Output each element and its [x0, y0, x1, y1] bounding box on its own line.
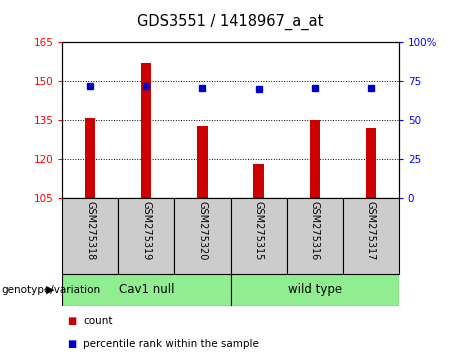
Bar — [62, 198, 118, 274]
Bar — [118, 198, 174, 274]
Text: GSM275320: GSM275320 — [197, 201, 207, 261]
Text: GSM275317: GSM275317 — [366, 201, 376, 261]
Text: GSM275318: GSM275318 — [85, 201, 95, 261]
Text: percentile rank within the sample: percentile rank within the sample — [83, 339, 259, 349]
Text: wild type: wild type — [288, 284, 342, 296]
Text: genotype/variation: genotype/variation — [1, 285, 100, 295]
Text: GSM275315: GSM275315 — [254, 201, 264, 261]
Bar — [85, 118, 95, 198]
Bar — [254, 165, 264, 198]
Text: ■: ■ — [67, 339, 76, 349]
Bar — [230, 198, 287, 274]
Bar — [310, 120, 319, 198]
Text: count: count — [83, 316, 112, 326]
Bar — [142, 63, 151, 198]
Text: ■: ■ — [67, 316, 76, 326]
Text: GSM275319: GSM275319 — [142, 201, 151, 261]
Text: ▶: ▶ — [47, 285, 55, 295]
Bar — [174, 198, 230, 274]
Text: GDS3551 / 1418967_a_at: GDS3551 / 1418967_a_at — [137, 14, 324, 30]
Bar — [343, 198, 399, 274]
Bar — [287, 198, 343, 274]
Bar — [197, 126, 207, 198]
Text: Cav1 null: Cav1 null — [118, 284, 174, 296]
Bar — [366, 128, 376, 198]
Text: GSM275316: GSM275316 — [310, 201, 319, 261]
Bar — [62, 274, 230, 306]
Bar — [230, 274, 399, 306]
